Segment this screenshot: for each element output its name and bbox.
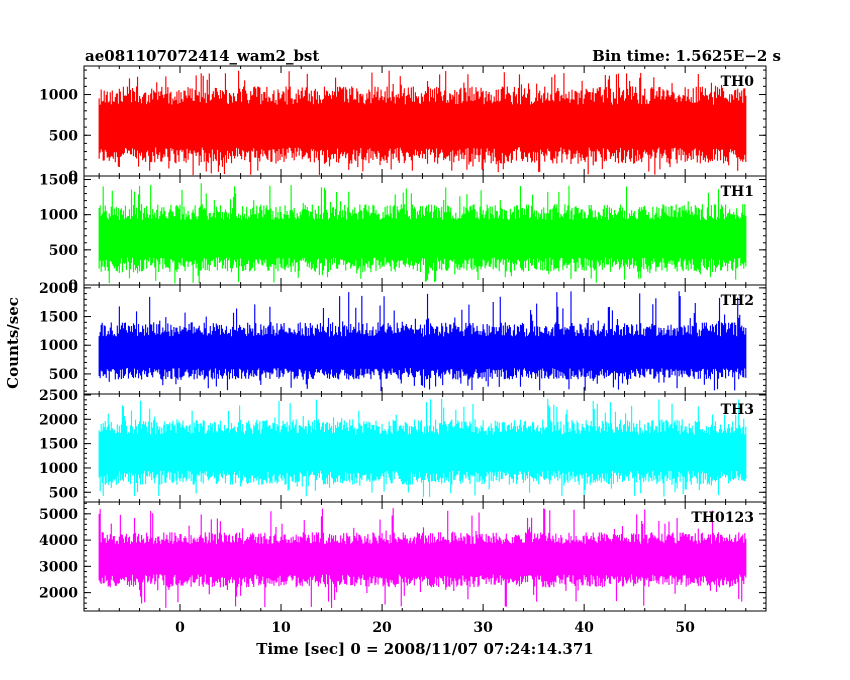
x-tick-label: 10 (271, 620, 291, 636)
series-label: TH3 (721, 402, 754, 418)
x-tick-label: 50 (675, 620, 695, 636)
y-tick-label: 500 (49, 243, 78, 259)
y-tick-label: 3000 (39, 559, 78, 575)
y-tick-label: 1500 (39, 310, 78, 326)
y-tick-label: 0 (68, 169, 78, 185)
x-tick-label: 30 (473, 620, 493, 636)
x-axis-label: Time [sec] 0 = 2008/11/07 07:24:14.371 (256, 640, 593, 658)
panel-th1: 0 500 1000 1500 TH1 (39, 173, 767, 294)
y-tick-label: 1000 (39, 208, 78, 224)
y-tick-label: 2000 (39, 586, 78, 602)
y-tick-label: 1000 (39, 88, 78, 104)
x-tick-label: 20 (372, 620, 392, 636)
y-tick-label: 500 (49, 485, 78, 501)
x-tick-label: 0 (175, 620, 185, 636)
x-tick-label: 40 (574, 620, 594, 636)
panel-th0: 0 500 1000 TH0 (39, 65, 767, 185)
y-tick-label: 0 (68, 278, 78, 294)
series-label: TH0 (721, 74, 755, 90)
y-tick-label: 1000 (39, 461, 78, 477)
y-tick-label: 500 (49, 367, 78, 383)
y-axis-label: Counts/sec (4, 297, 22, 389)
series-label: TH0123 (691, 510, 754, 526)
panel-th3: 500 1000 1500 2000 2500 TH3 (39, 388, 767, 503)
panels: 0 500 1000 TH0 0 500 1000 1500 TH1 500 1000 1500 200… (39, 65, 767, 612)
figure-title: ae081107072414_wam2_bst (85, 47, 319, 65)
bin-time-label: Bin time: 1.5625E−2 s (592, 47, 781, 65)
series-th0 (98, 70, 747, 176)
y-tick-label: 500 (49, 128, 78, 144)
y-tick-label: 2000 (39, 281, 78, 297)
series-th3 (98, 398, 747, 497)
series-label: TH2 (721, 293, 754, 309)
panel-frame (83, 501, 767, 612)
y-tick-label: 1500 (39, 173, 78, 189)
panel-th0123: 2000 3000 4000 5000 TH0123 (39, 501, 767, 612)
y-tick-label: 2000 (39, 412, 78, 428)
series-label: TH1 (721, 184, 754, 200)
series-th1 (98, 183, 747, 284)
y-tick-label: 1000 (39, 338, 78, 354)
y-tick-label: 2500 (39, 388, 78, 404)
series-th0123 (98, 508, 747, 609)
y-tick-label: 5000 (39, 507, 78, 523)
x-axis: 0 10 20 30 40 50 (175, 620, 695, 636)
panel-th2: 500 1000 1500 2000 TH2 (39, 281, 767, 395)
y-tick-label: 4000 (39, 533, 78, 549)
y-tick-label: 1500 (39, 437, 78, 453)
series-th2 (98, 291, 747, 392)
